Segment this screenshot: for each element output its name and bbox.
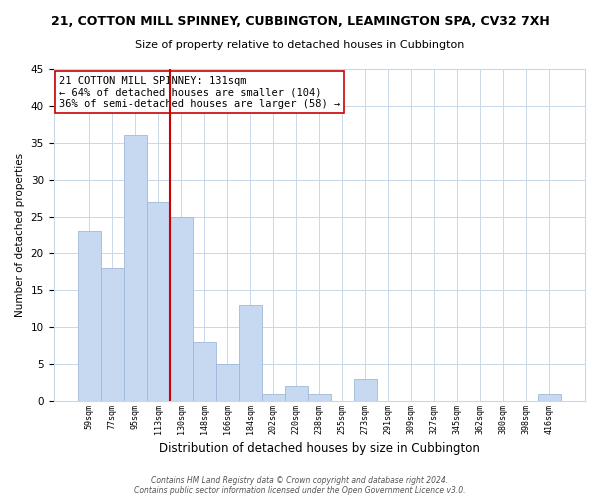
- Bar: [538, 394, 561, 401]
- Bar: [354, 379, 377, 401]
- Text: Size of property relative to detached houses in Cubbington: Size of property relative to detached ho…: [136, 40, 464, 50]
- X-axis label: Distribution of detached houses by size in Cubbington: Distribution of detached houses by size …: [159, 442, 480, 455]
- Bar: [193, 342, 216, 401]
- Y-axis label: Number of detached properties: Number of detached properties: [15, 153, 25, 317]
- Text: Contains HM Land Registry data © Crown copyright and database right 2024.
Contai: Contains HM Land Registry data © Crown c…: [134, 476, 466, 495]
- Bar: [216, 364, 239, 401]
- Bar: [239, 305, 262, 401]
- Bar: [285, 386, 308, 401]
- Bar: [124, 136, 147, 401]
- Bar: [170, 216, 193, 401]
- Text: 21 COTTON MILL SPINNEY: 131sqm
← 64% of detached houses are smaller (104)
36% of: 21 COTTON MILL SPINNEY: 131sqm ← 64% of …: [59, 76, 340, 109]
- Text: 21, COTTON MILL SPINNEY, CUBBINGTON, LEAMINGTON SPA, CV32 7XH: 21, COTTON MILL SPINNEY, CUBBINGTON, LEA…: [50, 15, 550, 28]
- Bar: [77, 232, 101, 401]
- Bar: [101, 268, 124, 401]
- Bar: [262, 394, 285, 401]
- Bar: [147, 202, 170, 401]
- Bar: [308, 394, 331, 401]
